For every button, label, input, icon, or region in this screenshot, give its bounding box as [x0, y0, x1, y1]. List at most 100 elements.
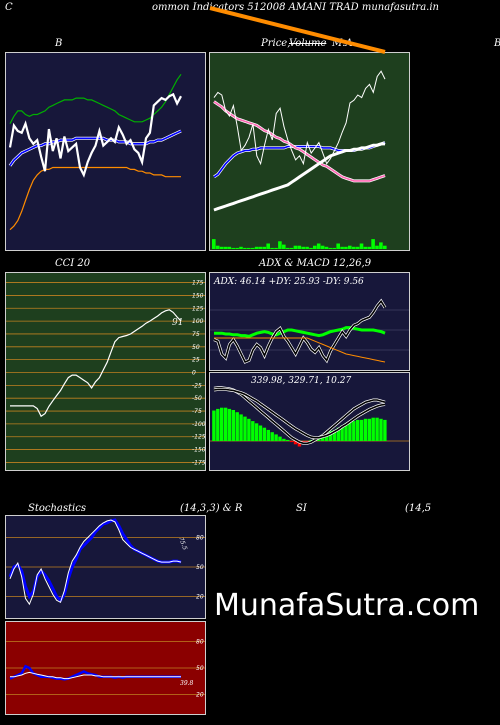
volume-bar	[293, 245, 298, 249]
volume-bar	[359, 243, 364, 249]
macd-histogram-bar	[332, 429, 337, 441]
cci-tick-label: 50	[192, 344, 200, 351]
macd-histogram-bar	[243, 416, 247, 441]
macd-histogram-bar	[359, 419, 364, 441]
stoch-title-left: Stochastics	[28, 503, 86, 514]
volume-bar	[379, 242, 383, 249]
volume-bar	[227, 246, 232, 249]
macd-histogram-bar	[340, 425, 344, 441]
macd-histogram-bar	[239, 414, 243, 441]
macd-histogram-bar	[305, 441, 309, 443]
volume-bar	[215, 245, 220, 249]
price-title-ma: M.A	[332, 38, 353, 49]
volume-bar	[309, 247, 313, 249]
volume-bar	[243, 247, 247, 249]
right-edge-letter: B	[494, 38, 500, 49]
cci-tick-label: 125	[192, 305, 204, 312]
minus-dy-line	[214, 337, 386, 363]
volume-bar	[305, 246, 309, 249]
volume-bar	[363, 246, 368, 249]
macd-histogram-bar	[379, 418, 383, 441]
volume-bar	[313, 245, 317, 249]
macd-histogram-bar	[352, 421, 356, 442]
price-line	[213, 70, 386, 166]
volume-bar	[274, 247, 278, 249]
cci-tick-label: -150	[192, 447, 206, 454]
cci-tick-label: -100	[192, 421, 206, 428]
cci-tick-label: -50	[192, 395, 202, 402]
price-ma-pink-line	[213, 100, 386, 182]
macd-histogram-bar	[336, 427, 340, 441]
macd-signal-line	[213, 388, 386, 439]
macd-histogram-bar	[251, 421, 255, 442]
macd-histogram-bar	[289, 441, 294, 443]
macd-histogram-bar	[348, 422, 352, 442]
macd-histogram-bar	[262, 427, 267, 441]
adx-line	[214, 326, 386, 338]
macd-histogram-bar	[328, 431, 333, 441]
volume-bar	[348, 245, 352, 249]
plus-dy-line	[213, 299, 386, 364]
volume-bar	[328, 247, 333, 249]
cci-tick-label: 0	[192, 370, 196, 377]
volume-bar	[262, 246, 267, 249]
macd-histogram-bar	[286, 439, 290, 441]
bollinger-middle-line	[9, 130, 182, 167]
macd-histogram-bar	[371, 417, 375, 441]
cci-tick-label: 100	[192, 318, 204, 325]
volume-bar	[375, 245, 379, 249]
volume-bar	[320, 245, 325, 249]
volume-bar	[332, 247, 337, 249]
volume-bar	[367, 246, 372, 249]
macd-histogram-bar	[274, 434, 278, 442]
cci-title: CCI 20	[55, 258, 91, 269]
header-letter: C	[5, 2, 13, 13]
volume-bar	[282, 244, 286, 249]
macd-histogram-bar	[356, 419, 360, 441]
stoch-title-mid: (14,3,3) & R	[180, 503, 243, 514]
macd-histogram-bar	[367, 418, 372, 441]
volume-bar	[266, 243, 270, 249]
volume-bar	[239, 246, 243, 249]
cci-tick-label: -25	[192, 382, 202, 389]
macd-histogram-bar	[375, 417, 379, 441]
volume-bar	[301, 246, 305, 249]
bollinger-panel	[5, 52, 206, 251]
stoch-tick-label: 50	[196, 564, 204, 571]
volume-bar	[250, 247, 255, 249]
volume-bar	[371, 239, 375, 249]
volume-bar	[324, 246, 329, 249]
volume-bar	[344, 246, 348, 249]
cci-line	[10, 309, 182, 418]
macd-histogram-bar	[216, 408, 220, 442]
bollinger-upper-line	[9, 73, 182, 124]
rsi-value-label: 39.8	[180, 680, 194, 687]
cci-tick-label: 150	[192, 292, 204, 299]
macd-histogram-bar	[227, 408, 232, 442]
cci-tick-label: -125	[192, 434, 206, 441]
volume-bar	[231, 247, 235, 249]
macd-histogram-bar	[258, 425, 263, 441]
price-title: Price,	[261, 38, 291, 49]
stoch-title-si: SI	[296, 503, 307, 514]
macd-histogram-bar	[270, 432, 274, 442]
cci-tick-label: 25	[192, 357, 200, 364]
adx-macd-title: ADX & MACD 12,26,9	[259, 258, 372, 269]
bollinger-middle-line-outline	[8, 129, 182, 167]
rsi-smooth-line	[10, 671, 181, 680]
stoch-title-right: (14,5	[405, 503, 432, 514]
cci-panel	[5, 272, 206, 471]
adx-readout: ADX: 46.14 +DY: 25.93 -DY: 9.56	[214, 277, 364, 287]
macd-histogram-bar	[324, 433, 329, 442]
macd-histogram-bar	[247, 418, 251, 441]
macd-histogram-bar	[223, 407, 228, 441]
macd-histogram-bar	[254, 423, 259, 442]
page-title: ommon Indicators 512008 AMANI TRAD munaf…	[152, 2, 439, 13]
bollinger-title: B	[55, 38, 63, 49]
volume-bar	[340, 246, 344, 249]
cci-tick-label: -175	[192, 459, 206, 466]
rsi-tick-label: 50	[196, 665, 204, 672]
macd-histogram-bar	[220, 407, 224, 441]
volume-bar	[254, 246, 259, 249]
